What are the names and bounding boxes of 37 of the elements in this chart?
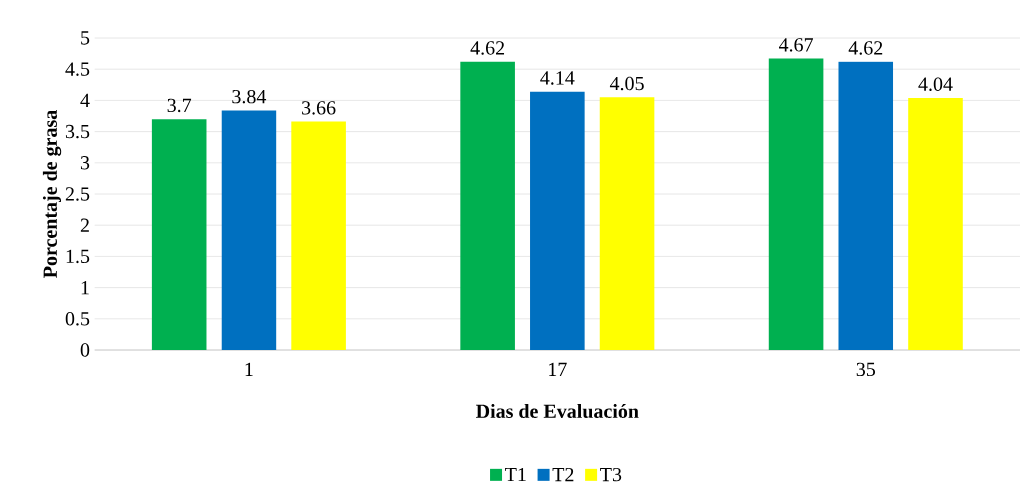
bar: [530, 91, 585, 350]
bar: [221, 110, 277, 350]
bar: [838, 61, 894, 350]
y-tick-label: 2: [80, 218, 89, 232]
bar: [151, 119, 207, 350]
y-tick-label: 5: [81, 31, 90, 45]
data-label: 3.66: [302, 101, 336, 115]
y-tick-label: 3.5: [65, 124, 90, 139]
data-label: 4.05: [609, 76, 644, 91]
y-axis-title: Porcentaje de grasa: [42, 110, 62, 278]
data-label: 4.14: [540, 71, 575, 85]
y-tick-label: 0: [80, 343, 90, 357]
y-tick-label: 4.5: [65, 62, 90, 76]
legend-label: T1: [505, 467, 526, 482]
x-tick-label: 35: [856, 362, 876, 377]
data-label: 4.67: [778, 38, 813, 52]
data-label: 4.04: [918, 77, 953, 91]
data-label: 3.84: [232, 89, 267, 104]
y-tick-label: 3: [80, 156, 90, 170]
bar: [460, 61, 515, 350]
y-tick-label: 2.5: [65, 187, 90, 201]
y-tick-label: 1.5: [66, 249, 90, 264]
legend-label: T3: [600, 467, 622, 482]
data-label: 3.7: [167, 98, 192, 113]
y-tick-label: 0.5: [65, 312, 90, 326]
bar: [599, 97, 655, 350]
x-tick-label: 17: [549, 362, 567, 376]
bar: [291, 121, 346, 350]
y-tick-label: 1: [81, 280, 89, 295]
legend-label: T2: [552, 467, 574, 482]
bar: [908, 97, 963, 350]
data-label: 4.62: [470, 41, 505, 55]
bar: [768, 58, 824, 350]
x-tick-label: 1: [245, 362, 253, 376]
y-tick-label: 4: [80, 93, 90, 107]
data-label: 4.62: [848, 41, 883, 55]
x-axis-title: Dias de Evaluación: [476, 403, 639, 419]
